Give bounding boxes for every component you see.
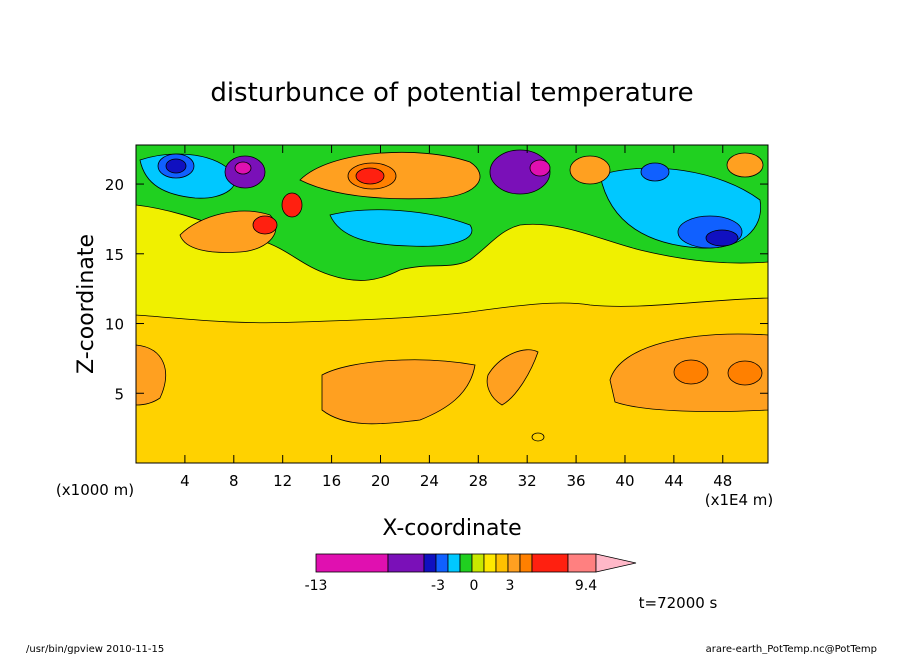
footer-left: /usr/bin/gpview 2010-11-15 [26,644,164,654]
colorbar-segment [567,553,597,573]
chart-title: disturbunce of potential temperature [210,78,693,108]
x-tick-label: 20 [371,472,390,490]
x-unit-right: (x1E4 m) [705,491,774,509]
field-lower-orange-center [321,359,476,425]
colorbar-tick-label: 3 [506,578,515,594]
y-tick-label: 20 [105,176,124,194]
field-lower-peak-1 [673,359,709,385]
x-tick-label: 40 [615,472,634,490]
x-axis-label: X-coordinate [382,516,521,541]
x-tick-label: 4 [180,472,190,490]
plot-area [136,145,768,463]
field-magenta-left [234,161,252,175]
field-blue-4 [705,229,739,247]
colorbar-segment [531,553,569,573]
colorbar-tick-label: -13 [305,578,328,594]
colorbar-segment [447,553,461,573]
colorbar-segment [387,553,425,573]
colorbar-tick-label: 9.4 [575,578,597,594]
field-lower-orange-left [136,344,166,406]
y-tick-label: 10 [105,316,124,334]
x-tick-label: 8 [229,472,239,490]
x-tick-label: 16 [322,472,341,490]
field-small-contour [531,432,545,442]
colorbar-segment [519,553,533,573]
colorbar-segment [471,553,485,573]
colorbar-segment [495,553,509,573]
field-warm-right [569,155,611,185]
field-cyan-mid [329,209,473,247]
x-tick-label: 44 [664,472,683,490]
colorbar-tick-label: 0 [470,578,479,594]
colorbar-tick-label: -3 [431,578,445,594]
field-warm-right2 [726,152,764,178]
field-red-left2 [281,192,303,218]
x-tick-label: 48 [713,472,732,490]
field-red-left [252,215,278,235]
field-magenta-right [529,159,551,177]
plot-frame [135,144,769,464]
time-label: t=72000 s [639,594,718,612]
field-lower-orange-center2 [486,349,539,406]
x-unit-left: (x1000 m) [56,481,134,499]
field-lower-peak-2 [727,360,763,386]
y-tick-label: 5 [114,385,124,403]
x-tick-label: 24 [420,472,439,490]
y-axis: 5 10 15 20 [105,176,768,403]
colorbar-segment [435,553,449,573]
y-axis-label: Z-coordinate [74,234,99,374]
x-tick-label: 36 [567,472,586,490]
colorbar-segment [315,553,389,573]
y-tick-label: 15 [105,246,124,264]
field-blue-5 [640,162,670,182]
x-tick-label: 12 [273,472,292,490]
colorbar-arrow [595,553,637,573]
x-tick-label: 32 [518,472,537,490]
colorbar-segment [423,553,437,573]
footer-right: arare-earth_PotTemp.nc@PotTemp [706,644,877,654]
x-axis: 4 8 12 16 20 24 28 32 36 40 44 48 [180,145,732,490]
colorbar-segment [483,553,497,573]
colorbar-segment [507,553,521,573]
field-warm-left [179,210,277,253]
field-red-core [355,167,385,185]
colorbar: -13 -3 0 3 9.4 [305,553,637,594]
colorbar-segment [459,553,473,573]
x-tick-label: 28 [469,472,488,490]
field-blue-2 [165,158,187,174]
